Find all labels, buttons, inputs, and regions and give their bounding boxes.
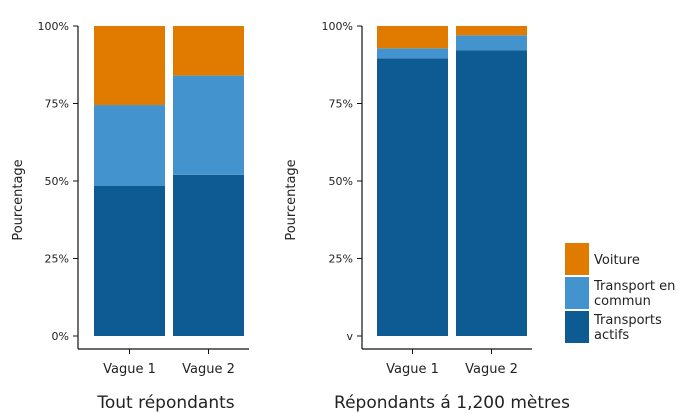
legend-swatch (565, 243, 589, 275)
x-tick-label: Vague 1 (386, 362, 439, 377)
y-tick-label: 100% (38, 20, 69, 33)
x-tick-label: Vague 2 (465, 362, 518, 377)
bar-segment-voiture (377, 26, 448, 49)
y-tick-label: 100% (322, 20, 353, 33)
bar-segment-transport-en-commun (377, 48, 448, 59)
bar-segment-transport-en-commun (94, 105, 165, 186)
legend-swatch (565, 311, 589, 343)
y-tick-label: 75% (329, 98, 353, 111)
y-tick-label: 50% (45, 175, 69, 188)
bar-segment-voiture (94, 26, 165, 106)
bar-segment-transport-en-commun (456, 35, 527, 51)
bar-segment-transports-actifs (377, 58, 448, 337)
bar-segment-voiture (173, 26, 244, 76)
bar-segment-transport-en-commun (173, 75, 244, 175)
legend-label: Transports (593, 313, 662, 328)
legend-swatch (565, 277, 589, 309)
panel-title: Répondants á 1,200 mètres (334, 393, 570, 413)
x-tick-label: Vague 2 (182, 362, 235, 377)
y-axis-label: Pourcentage (284, 159, 299, 240)
y-tick-label: 25% (45, 253, 69, 266)
y-tick-label: 75% (45, 98, 69, 111)
y-axis-label: Pourcentage (11, 159, 26, 240)
bar-segment-transports-actifs (94, 185, 165, 336)
y-tick-label: 0% (52, 330, 69, 343)
legend-label: commun (594, 294, 651, 309)
x-tick-label: Vague 1 (103, 362, 156, 377)
bar-segment-transports-actifs (173, 174, 244, 336)
bar-segment-transports-actifs (456, 50, 527, 337)
y-tick-label: 25% (329, 253, 353, 266)
bar-segment-voiture (456, 26, 527, 36)
legend-label: Voiture (594, 253, 640, 268)
legend-label: actifs (594, 328, 629, 343)
y-tick-label: 50% (329, 175, 353, 188)
legend-label: Transport en (593, 279, 675, 294)
y-tick-label: v (346, 330, 353, 343)
panel-title: Tout répondants (96, 393, 234, 413)
